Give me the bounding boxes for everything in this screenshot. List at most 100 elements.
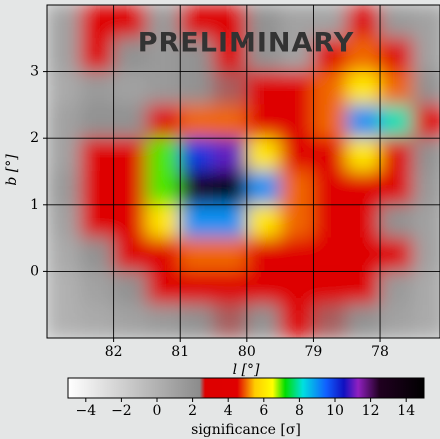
heatmap-cell (47, 104, 81, 138)
heatmap-cell (80, 304, 114, 338)
heatmap-cell (413, 5, 440, 39)
heatmap-cell (380, 238, 414, 272)
heatmap-cell (80, 38, 114, 72)
heatmap-cell (280, 104, 314, 138)
heatmap-cell (313, 71, 347, 105)
heatmap-cell (246, 171, 280, 205)
heatmap-cell (246, 204, 280, 238)
heatmap-cell (346, 71, 380, 105)
heatmap-cell (47, 38, 81, 72)
heatmap-cell (346, 204, 380, 238)
heatmap-cell (346, 304, 380, 338)
heatmap-cell (313, 238, 347, 272)
heatmap-cell (80, 5, 114, 39)
heatmap-cell (246, 138, 280, 172)
y-tick-label: 2 (30, 130, 39, 146)
heatmap-cell (80, 138, 114, 172)
heatmap-cell (413, 271, 440, 305)
x-tick-label: 79 (305, 344, 323, 360)
heatmap-cell (113, 104, 147, 138)
heatmap-cell (113, 138, 147, 172)
heatmap-cell (246, 304, 280, 338)
heatmap-cell (180, 171, 214, 205)
heatmap-cell (380, 38, 414, 72)
heatmap-cell (280, 271, 314, 305)
heatmap-cell (346, 171, 380, 205)
heatmap-cell (47, 138, 81, 172)
colorbar-tick-label: 0 (153, 403, 162, 419)
heatmap-cell (280, 304, 314, 338)
heatmap-cell (213, 138, 247, 172)
heatmap-cell (246, 71, 280, 105)
colorbar-tick-label: −2 (111, 403, 132, 419)
heatmap-cell (346, 238, 380, 272)
heatmap-cell (313, 304, 347, 338)
heatmap-cell (146, 204, 180, 238)
heatmap-cell (280, 138, 314, 172)
heatmap-cell (246, 104, 280, 138)
heatmap-cell (413, 238, 440, 272)
heatmap-cell (313, 138, 347, 172)
heatmap-cell (413, 71, 440, 105)
heatmap-cell (180, 204, 214, 238)
heatmap-cell (80, 104, 114, 138)
heatmap-cell (180, 71, 214, 105)
heatmap-cell (313, 204, 347, 238)
heatmap-cell (246, 238, 280, 272)
colorbar-tick-label: 6 (259, 403, 268, 419)
colorbar-tick-label: 10 (326, 403, 344, 419)
heatmap-cell (313, 104, 347, 138)
heatmap-cell (80, 238, 114, 272)
heatmap-cell (146, 271, 180, 305)
heatmap-cell (47, 171, 81, 205)
heatmap-cell (47, 304, 81, 338)
heatmap-cell (113, 71, 147, 105)
heatmap-cell (47, 271, 81, 305)
page: PRELIMINARY l [°] b [°] significance [σ]… (0, 0, 440, 439)
heatmap-cell (313, 271, 347, 305)
heatmap-cell (380, 204, 414, 238)
heatmap-cell (146, 304, 180, 338)
heatmap-cell (280, 171, 314, 205)
heatmap-cell (213, 271, 247, 305)
heatmap-cell (213, 71, 247, 105)
y-tick-label: 0 (30, 263, 39, 279)
heatmap-cell (413, 304, 440, 338)
heatmap-cell (146, 171, 180, 205)
heatmap-cell (413, 204, 440, 238)
heatmap-cell (80, 171, 114, 205)
y-tick-label: 3 (30, 64, 39, 80)
heatmap-cell (246, 271, 280, 305)
heatmap-cell (180, 104, 214, 138)
colorbar-tick-label: 8 (295, 403, 304, 419)
heatmap-cell (213, 104, 247, 138)
heatmap-cell (380, 5, 414, 39)
colorbar-tick-label: 12 (362, 403, 380, 419)
heatmap-cell (280, 204, 314, 238)
heatmap-cell (113, 238, 147, 272)
heatmap-cell (413, 104, 440, 138)
colorbar-tick-label: −4 (75, 403, 96, 419)
heatmap-cell (80, 271, 114, 305)
heatmap-cell (47, 71, 81, 105)
annotation: PRELIMINARY (138, 28, 355, 59)
heatmap-cell (213, 204, 247, 238)
heatmap-cell (213, 238, 247, 272)
x-tick-label: 81 (171, 344, 189, 360)
heatmap-cell (213, 304, 247, 338)
heatmap-cell (80, 204, 114, 238)
colorbar-tick-label: 4 (224, 403, 233, 419)
colorbar-tick-label: 14 (397, 403, 415, 419)
heatmap-cell (380, 171, 414, 205)
heatmap-cell (113, 304, 147, 338)
heatmap-cell (146, 138, 180, 172)
heatmap-cell (313, 171, 347, 205)
colorbar-tick-label: 2 (188, 403, 197, 419)
heatmap-cell (380, 271, 414, 305)
colorbar-label: significance [σ] (191, 422, 301, 438)
heatmap-cell (213, 171, 247, 205)
x-axis-label: l [°] (233, 362, 260, 378)
x-tick-label: 80 (238, 344, 256, 360)
heatmap-cell (380, 138, 414, 172)
x-tick-label: 82 (105, 344, 123, 360)
